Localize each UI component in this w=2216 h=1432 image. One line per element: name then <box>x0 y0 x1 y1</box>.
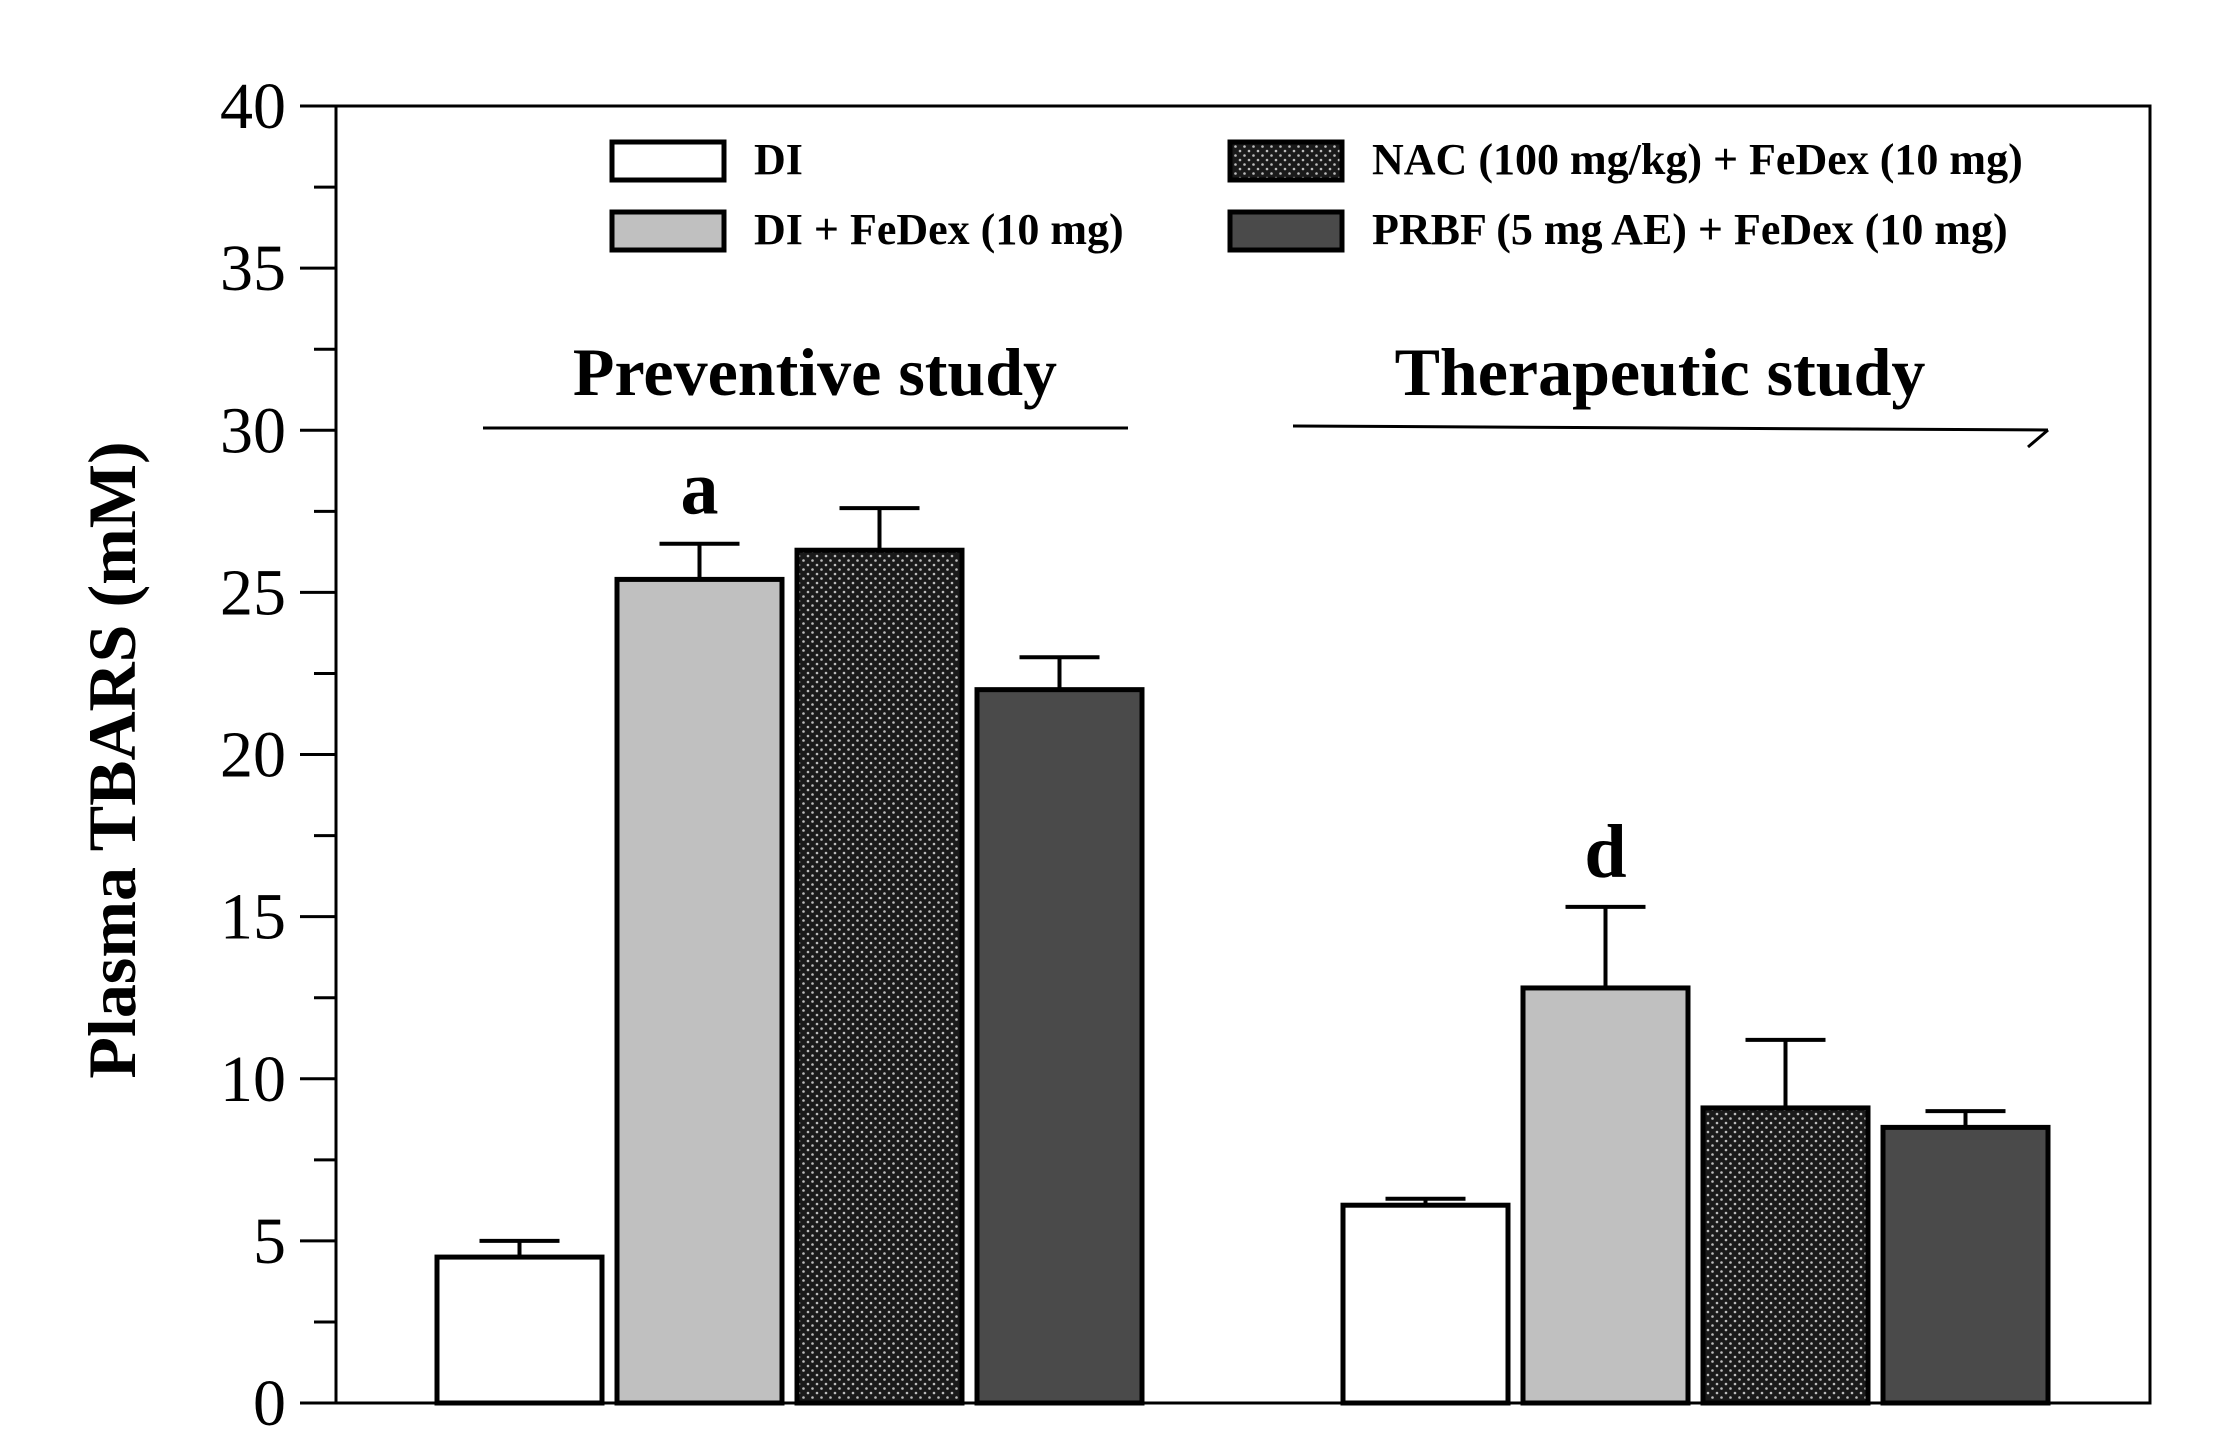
y-tick-label: 35 <box>220 232 286 305</box>
legend-swatch <box>1227 139 1345 183</box>
legend-swatch <box>1227 209 1345 253</box>
significance-letter: d <box>1584 810 1626 894</box>
y-axis-label: Plasma TBARS (mM) <box>74 441 150 1078</box>
bar <box>1520 985 1691 1406</box>
y-tick-label: 30 <box>220 394 286 467</box>
bar <box>1340 1202 1511 1406</box>
legend-swatch <box>609 139 727 183</box>
y-tick-label: 20 <box>220 719 286 792</box>
group-label: Preventive study <box>573 334 1057 410</box>
bar <box>794 547 965 1406</box>
y-tick-label: 10 <box>220 1043 286 1116</box>
y-tick-label: 0 <box>253 1367 286 1432</box>
legend-swatch <box>609 209 727 253</box>
legend-label: NAC (100 mg/kg) + FeDex (10 mg) <box>1372 135 2023 184</box>
y-tick-label: 25 <box>220 556 286 629</box>
significance-letter: a <box>681 447 719 531</box>
y-tick-label: 40 <box>220 70 286 143</box>
bar <box>1880 1124 2051 1406</box>
legend-label: DI <box>754 135 803 184</box>
group-label: Therapeutic study <box>1395 334 1926 410</box>
y-tick-label: 5 <box>253 1205 286 1278</box>
legend-label: PRBF (5 mg AE) + FeDex (10 mg) <box>1372 205 2008 254</box>
y-tick-label: 15 <box>220 881 286 954</box>
plot-frame <box>334 104 2152 1405</box>
bar <box>1700 1105 1871 1406</box>
group-underline <box>1292 424 2049 432</box>
legend-label: DI + FeDex (10 mg) <box>754 205 1124 254</box>
group-underline-tick <box>2027 428 2049 449</box>
bar <box>974 687 1145 1406</box>
bar <box>614 576 785 1406</box>
bar <box>434 1254 605 1406</box>
